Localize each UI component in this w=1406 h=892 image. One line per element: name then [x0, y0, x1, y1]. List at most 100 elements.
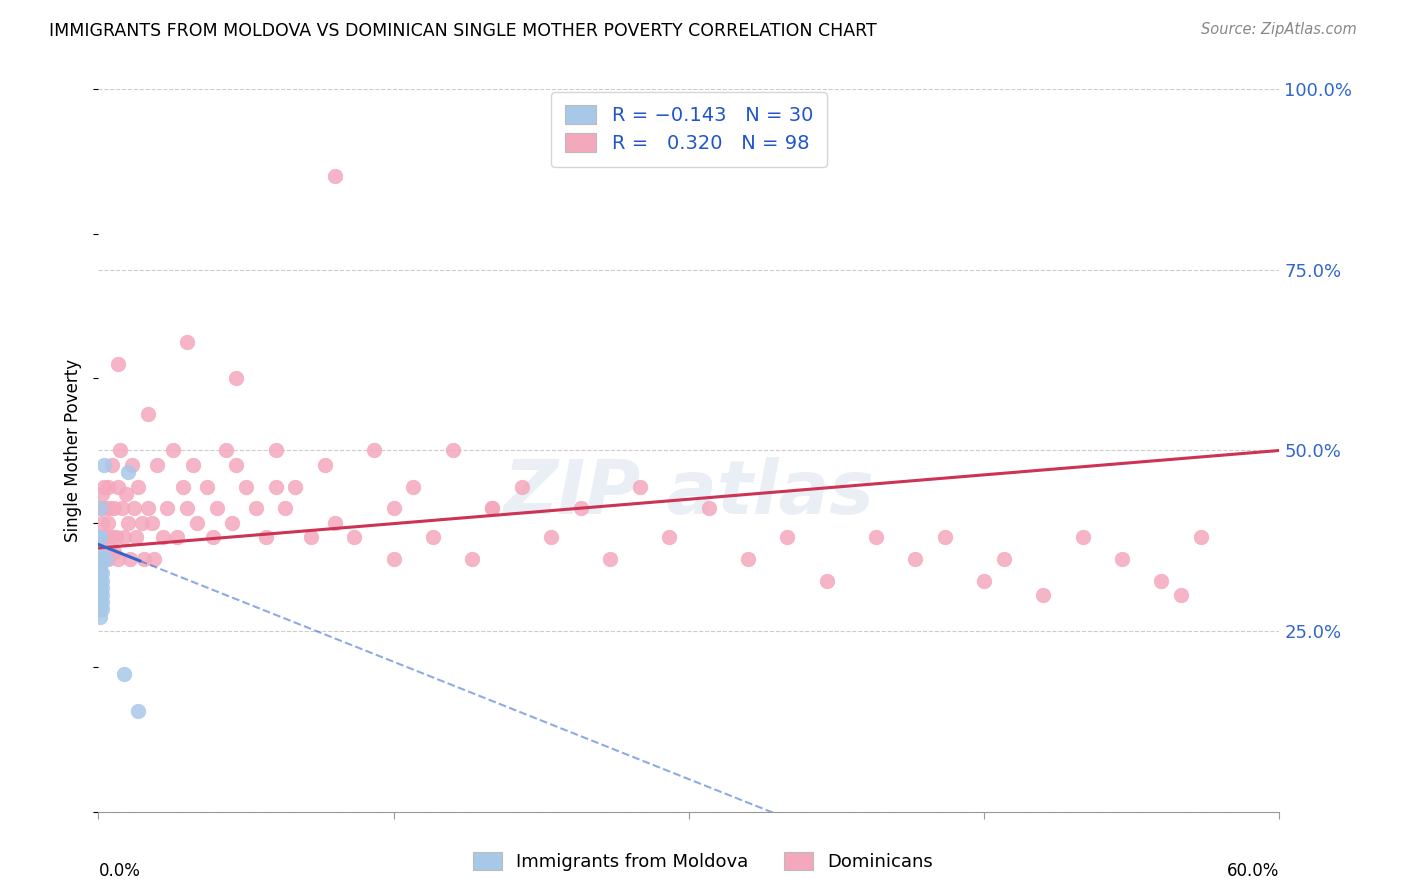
Point — [105, 530, 128, 544]
Point — [89, 501, 111, 516]
Text: 60.0%: 60.0% — [1227, 863, 1279, 880]
Point — [93, 480, 115, 494]
Point — [89, 544, 111, 558]
Point — [186, 516, 208, 530]
Point — [91, 595, 114, 609]
Point — [89, 574, 111, 588]
Point — [111, 501, 134, 516]
Point — [107, 551, 129, 566]
Point — [98, 544, 121, 558]
Point — [89, 501, 111, 516]
Point — [89, 581, 111, 595]
Point — [382, 501, 405, 516]
Point — [152, 530, 174, 544]
Point — [1170, 588, 1192, 602]
Point — [89, 551, 111, 566]
Point — [225, 371, 247, 385]
Point — [89, 588, 111, 602]
Point — [91, 574, 114, 588]
Point — [91, 588, 114, 602]
Point — [91, 487, 114, 501]
Point — [127, 704, 149, 718]
Point — [1032, 588, 1054, 602]
Point — [97, 551, 120, 566]
Point — [865, 530, 887, 544]
Point — [107, 480, 129, 494]
Point — [97, 516, 120, 530]
Legend: R = −0.143   N = 30, R =   0.320   N = 98: R = −0.143 N = 30, R = 0.320 N = 98 — [551, 92, 827, 167]
Point — [172, 480, 194, 494]
Point — [97, 530, 120, 544]
Point — [117, 516, 139, 530]
Point — [91, 566, 114, 581]
Point — [245, 501, 267, 516]
Point — [136, 501, 159, 516]
Point — [101, 530, 124, 544]
Point — [323, 169, 346, 183]
Point — [363, 443, 385, 458]
Point — [97, 480, 120, 494]
Point — [205, 501, 228, 516]
Point — [1189, 530, 1212, 544]
Point — [166, 530, 188, 544]
Point — [176, 501, 198, 516]
Point — [195, 480, 218, 494]
Point — [235, 480, 257, 494]
Point — [125, 530, 148, 544]
Point — [96, 551, 118, 566]
Point — [274, 501, 297, 516]
Point — [87, 530, 110, 544]
Point — [441, 443, 464, 458]
Point — [599, 551, 621, 566]
Point — [142, 551, 165, 566]
Point — [993, 551, 1015, 566]
Point — [815, 574, 838, 588]
Point — [136, 407, 159, 421]
Point — [101, 458, 124, 472]
Point — [93, 458, 115, 472]
Point — [382, 551, 405, 566]
Text: ZIP atlas: ZIP atlas — [503, 458, 875, 531]
Point — [314, 458, 336, 472]
Point — [221, 516, 243, 530]
Point — [540, 530, 562, 544]
Point — [121, 458, 143, 472]
Point — [510, 480, 533, 494]
Point — [89, 574, 111, 588]
Point — [91, 581, 114, 595]
Point — [141, 516, 163, 530]
Point — [225, 458, 247, 472]
Point — [737, 551, 759, 566]
Point — [122, 501, 145, 516]
Point — [481, 501, 503, 516]
Point — [89, 588, 111, 602]
Point — [96, 501, 118, 516]
Point — [91, 551, 114, 566]
Legend: Immigrants from Moldova, Dominicans: Immigrants from Moldova, Dominicans — [465, 846, 941, 879]
Point — [422, 530, 444, 544]
Point — [973, 574, 995, 588]
Point — [697, 501, 720, 516]
Point — [658, 530, 681, 544]
Point — [89, 559, 111, 574]
Point — [118, 551, 141, 566]
Text: Source: ZipAtlas.com: Source: ZipAtlas.com — [1201, 22, 1357, 37]
Point — [112, 530, 135, 544]
Point — [89, 566, 111, 581]
Point — [103, 544, 125, 558]
Point — [156, 501, 179, 516]
Point — [569, 501, 592, 516]
Point — [323, 516, 346, 530]
Point — [91, 516, 114, 530]
Point — [181, 458, 204, 472]
Point — [402, 480, 425, 494]
Point — [264, 480, 287, 494]
Point — [115, 487, 138, 501]
Y-axis label: Single Mother Poverty: Single Mother Poverty — [65, 359, 83, 542]
Text: 0.0%: 0.0% — [98, 863, 141, 880]
Point — [89, 609, 111, 624]
Point — [132, 551, 155, 566]
Point — [343, 530, 366, 544]
Point — [146, 458, 169, 472]
Point — [107, 357, 129, 371]
